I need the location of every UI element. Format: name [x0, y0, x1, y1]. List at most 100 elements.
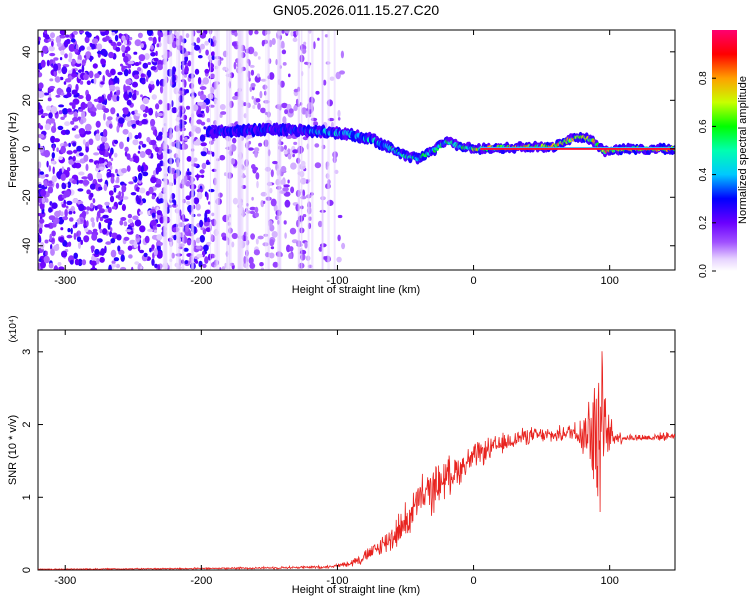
- spectrogram-noise-blob: [66, 200, 73, 206]
- spectrogram-streak: [240, 30, 242, 270]
- spectrogram-noise-blob: [156, 234, 163, 241]
- spectrogram-noise-blob: [100, 48, 107, 56]
- spectrogram-noise-blob: [150, 139, 157, 146]
- spectrogram-noise-blob: [128, 181, 134, 185]
- spectrogram-noise-blob: [39, 171, 45, 175]
- spectrogram-noise-blob: [337, 117, 341, 121]
- spectrogram-noise-blob: [154, 146, 160, 153]
- spectrogram-noise-blob: [64, 53, 68, 59]
- spectrogram-noise-blob: [141, 118, 148, 125]
- spectrogram-noise-blob: [85, 31, 90, 36]
- spectrogram-noise-blob: [54, 76, 61, 83]
- spectrogram-noise-blob: [144, 53, 150, 60]
- spectrogram-noise-blob: [81, 64, 85, 73]
- spectrogram-noise-blob: [140, 104, 146, 111]
- spectrogram-noise-blob: [79, 119, 84, 125]
- spectrogram-noise-blob: [253, 249, 260, 256]
- spectrogram-noise-blob: [98, 157, 103, 164]
- spectrogram-noise-blob: [254, 151, 258, 158]
- spectrogram-noise-blob: [303, 41, 307, 46]
- spectrogram-noise-blob: [232, 137, 237, 144]
- spectrogram-noise-blob: [93, 98, 100, 102]
- spectrogram-noise-blob: [134, 62, 140, 66]
- spectrogram-noise-blob: [67, 108, 72, 113]
- spectrogram-noise-blob: [74, 48, 79, 53]
- spectrogram-noise-blob: [96, 50, 103, 55]
- spectrogram-noise-blob: [50, 135, 56, 144]
- spectrogram-noise-blob: [260, 78, 267, 82]
- spectrogram-noise-blob: [147, 228, 153, 232]
- colorbar-ticks: 0.0 0.2 0.4 0.6 0.8: [698, 71, 716, 278]
- spectrogram-noise-blob: [211, 212, 215, 217]
- spectrogram-noise-blob: [173, 234, 177, 241]
- spectrogram-noise-blob: [142, 171, 149, 177]
- spectrogram-y-label: Frequency (Hz): [7, 112, 19, 188]
- spectrogram-noise-blob: [156, 153, 164, 160]
- spectrogram-noise-blob: [61, 108, 69, 115]
- spectrogram-noise-blob: [293, 141, 298, 145]
- spectrogram-noise-blob: [73, 232, 77, 240]
- spectrogram-noise-blob: [50, 106, 58, 114]
- spectrogram-noise-blob: [98, 166, 105, 171]
- spectrogram-noise-blob: [140, 94, 143, 98]
- spectrogram-noise-blob: [43, 179, 48, 188]
- spectrogram-noise-blob: [79, 80, 84, 85]
- spectrogram-noise-blob: [136, 90, 139, 96]
- spectrogram-noise-blob: [52, 144, 55, 152]
- spectrogram-noise-blob: [99, 216, 104, 222]
- spectrogram-noise-blob: [292, 153, 295, 158]
- spectrogram-noise-blob: [113, 152, 118, 158]
- spectrogram-noise-blob: [47, 186, 54, 194]
- spectrogram-noise-blob: [197, 91, 202, 97]
- spectrogram-noise-blob: [60, 145, 66, 154]
- spectrogram-noise-blob: [232, 95, 239, 100]
- spectrogram-noise-blob: [203, 126, 206, 130]
- spectrogram-noise-blob: [49, 233, 52, 241]
- spectrogram-noise-blob: [83, 235, 90, 243]
- spectrogram-noise-blob: [340, 50, 344, 59]
- spectrogram-noise-blob: [66, 92, 72, 98]
- spectrogram-noise-blob: [205, 161, 211, 165]
- spectrogram-noise-blob: [200, 110, 205, 114]
- spectrogram-noise-blob: [52, 166, 55, 175]
- spectrogram-noise-blob: [126, 153, 131, 160]
- spectrogram-noise-blob: [337, 214, 343, 219]
- spectrogram-noise-blob: [116, 125, 120, 133]
- spectrogram-noise-blob: [63, 190, 71, 198]
- spectrogram-noise-blob: [120, 191, 124, 199]
- spectrogram-noise-blob: [84, 227, 89, 233]
- spectrogram-noise-blob: [85, 211, 89, 215]
- spectrogram-noise-blob: [77, 95, 84, 99]
- spectrogram-streak: [165, 30, 168, 270]
- spectrogram-noise-blob: [196, 253, 203, 258]
- spectrogram-noise-blob: [195, 138, 201, 146]
- spectrogram-noise-blob: [113, 184, 121, 189]
- spectrogram-noise-blob: [156, 250, 163, 259]
- spectrogram-noise-blob: [97, 96, 104, 103]
- spectrogram-noise-blob: [141, 143, 147, 148]
- spectrogram-noise-blob: [106, 171, 112, 178]
- spectrogram-noise-blob: [133, 74, 140, 80]
- spectrogram-noise-blob: [252, 105, 256, 109]
- spectrogram-noise-blob: [50, 32, 55, 39]
- spectrogram-noise-blob: [44, 224, 50, 228]
- spectrogram-noise-blob: [139, 140, 144, 145]
- spectrogram-noise-blob: [125, 78, 132, 85]
- spectrogram-noise-blob: [71, 89, 78, 95]
- spectrogram-noise-blob: [200, 151, 207, 157]
- spectrogram-noise-blob: [58, 110, 63, 115]
- spectrogram-noise-blob: [132, 215, 139, 221]
- spectrogram-noise-blob: [61, 250, 68, 258]
- spectrogram-noise-blob: [269, 239, 275, 247]
- spectrogram-noise-blob: [106, 204, 110, 209]
- spectrogram-noise-blob: [132, 93, 137, 101]
- spectrogram-noise-blob: [108, 84, 116, 90]
- spectrogram-noise-blob: [121, 204, 126, 211]
- spectrogram-noise-blob: [51, 40, 54, 47]
- spectrogram-frame: [37, 29, 676, 271]
- spectrogram-noise-blob: [251, 95, 255, 100]
- spectrogram-noise-blob: [71, 101, 76, 110]
- spectrogram-noise-blob: [90, 260, 97, 266]
- spectrogram-noise-blob: [280, 40, 285, 49]
- spectrogram-noise-blob: [156, 79, 160, 87]
